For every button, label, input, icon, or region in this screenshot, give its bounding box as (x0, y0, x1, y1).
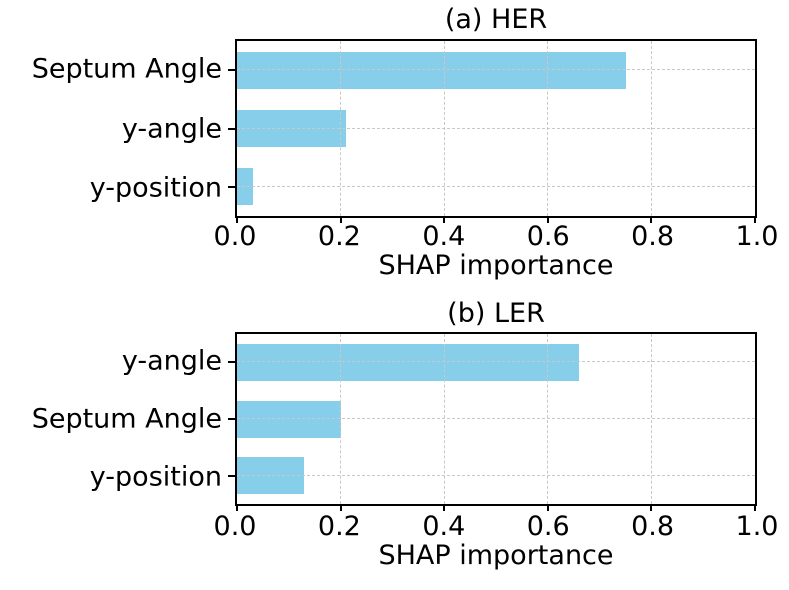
y-tick-label: y-position (89, 172, 222, 204)
x-tick-mark (443, 504, 446, 511)
chart-a-her: (a) HER Septum Angle y-angle y-position 0.… (0, 4, 779, 281)
y-tick-mark (228, 418, 235, 420)
x-tick-label: 0.4 (422, 221, 466, 252)
y-tick-label: y-position (89, 461, 222, 493)
x-tick-mark (650, 216, 653, 223)
v-gridline (547, 334, 549, 504)
x-tick-label: 0.2 (317, 511, 361, 542)
chart-b-ler: (b) LER y-angle Septum Angle y-position 0.… (0, 295, 789, 590)
y-tick-label: y-angle (121, 113, 222, 144)
x-tick-label: 0.2 (317, 221, 361, 252)
x-tick-label: 0.4 (422, 511, 466, 542)
h-gridline (237, 127, 755, 129)
y-tick-label: y-angle (121, 345, 222, 377)
h-gridline (237, 361, 755, 363)
bar-y-position (237, 168, 253, 206)
y-tick-mark (228, 361, 235, 364)
h-gridline (237, 69, 755, 71)
x-tick-mark (754, 216, 756, 223)
v-gridline (443, 41, 445, 216)
chart-a-y-axis-labels: Septum Angle y-angle y-position (0, 39, 222, 218)
chart-b-plot-area (228, 332, 757, 511)
chart-a-plot-area (228, 39, 757, 223)
h-gridline (237, 185, 755, 187)
v-gridline (650, 334, 652, 504)
bar-septum-angle (237, 400, 341, 438)
x-tick-mark (339, 216, 342, 223)
x-tick-mark (546, 216, 549, 223)
x-tick-mark (754, 504, 756, 511)
y-tick-mark (228, 127, 235, 130)
chart-b-y-axis-labels: y-angle Septum Angle y-position (0, 332, 222, 506)
bar-septum-angle (237, 51, 626, 89)
h-gridline (237, 474, 755, 476)
x-tick-label: 0.0 (213, 221, 257, 252)
chart-a-x-axis-label: SHAP importance (378, 250, 614, 281)
chart-a-title: (a) HER (444, 4, 548, 35)
v-gridline (340, 41, 342, 216)
y-tick-mark (228, 185, 235, 188)
x-tick-mark (236, 216, 238, 223)
x-tick-mark (650, 504, 653, 511)
x-tick-label: 1.0 (735, 221, 779, 252)
h-gridline (237, 418, 755, 419)
y-tick-label: Septum Angle (31, 403, 222, 435)
x-tick-mark (236, 504, 238, 511)
x-tick-label: 0.0 (213, 511, 257, 542)
x-tick-label: 0.6 (526, 511, 570, 542)
v-gridline (547, 41, 549, 216)
bar-y-position (237, 457, 305, 495)
y-tick-label: Septum Angle (31, 53, 222, 85)
x-tick-mark (546, 504, 549, 511)
x-tick-mark (339, 504, 342, 511)
y-tick-mark (228, 474, 235, 477)
chart-b-x-axis-label: SHAP importance (378, 540, 614, 571)
chart-b-x-tick-labels: 0.0 0.2 0.4 0.6 0.8 1.0 (214, 511, 779, 543)
bar-y-angle (237, 343, 579, 381)
x-tick-label: 0.8 (631, 221, 675, 252)
v-gridline (443, 334, 445, 504)
x-tick-mark (443, 216, 446, 223)
x-tick-label: 1.0 (735, 511, 779, 542)
chart-a-x-tick-labels: 0.0 0.2 0.4 0.6 0.8 1.0 (214, 221, 779, 253)
x-tick-label: 0.8 (631, 511, 675, 542)
bar-y-angle (237, 110, 346, 147)
v-gridline (650, 41, 652, 216)
y-tick-mark (228, 69, 235, 72)
v-gridline (340, 334, 342, 504)
chart-b-title: (b) LER (447, 298, 545, 329)
x-tick-label: 0.6 (526, 221, 570, 252)
